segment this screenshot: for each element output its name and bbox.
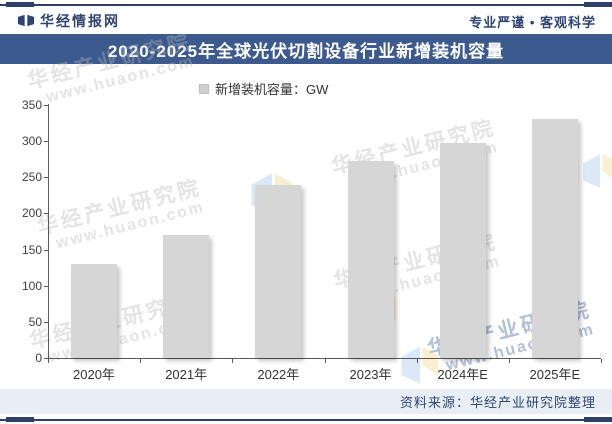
x-axis-category-label: 2024年E [437, 367, 488, 382]
bar-2022年 [255, 184, 302, 358]
y-axis-tick-mark [44, 105, 48, 106]
x-axis-category-label: 2021年 [165, 367, 208, 382]
chart-legend: 新增装机容量：GW [199, 79, 328, 98]
y-axis-tick-mark [44, 213, 48, 215]
y-axis-line [48, 104, 49, 359]
y-axis-tick-label: 50 [28, 314, 42, 329]
legend-label: 新增装机容量：GW [215, 82, 329, 97]
bar-2024年E [439, 142, 486, 358]
top-divider-cap-right [584, 2, 612, 7]
x-axis-tick-mark [232, 359, 234, 363]
site-header: 华经情报网 专业严谨 • 客观科学 [0, 8, 612, 34]
top-divider-cap-left [6, 2, 34, 7]
source-band: 资料来源：华经产业研究院整理 [0, 389, 612, 414]
y-axis-tick-mark [44, 285, 48, 287]
y-axis-tick-label: 300 [21, 134, 42, 149]
bar-2021年 [163, 235, 210, 358]
x-axis-tick-mark [601, 359, 602, 363]
y-axis-tick-mark [44, 321, 48, 323]
chart-title: 2020-2025年全球光伏切割设备行业新增装机容量 [107, 41, 505, 61]
x-axis-category-label: 2022年 [257, 367, 300, 382]
bar-2020年 [71, 264, 118, 358]
x-axis-tick-mark [508, 359, 510, 363]
site-name: 华经情报网 [40, 13, 120, 29]
y-axis-tick-label: 150 [21, 242, 42, 257]
x-axis-category-label: 2020年 [73, 367, 115, 382]
title-banner: 2020-2025年全球光伏切割设备行业新增装机容量 [0, 34, 612, 64]
y-axis-tick-label: 100 [21, 278, 42, 293]
legend-marker-swatch [199, 83, 209, 94]
header-tagline: 专业严谨 • 客观科学 [469, 15, 596, 30]
top-divider-line [0, 4, 612, 6]
x-axis-tick-mark [416, 359, 418, 363]
y-axis-tick-label: 350 [21, 98, 42, 112]
y-axis-tick-mark [44, 358, 48, 359]
x-axis-tick-mark [324, 359, 326, 363]
x-axis-category-label: 2023年 [349, 367, 392, 382]
y-axis-tick-mark [44, 177, 48, 179]
y-axis-tick-mark [44, 141, 48, 143]
x-axis-tick-mark [48, 359, 49, 363]
source-text: 资料来源：华经产业研究院整理 [399, 395, 596, 410]
x-axis-line [48, 358, 601, 359]
y-axis-tick-label: 250 [21, 170, 42, 185]
bottom-divider-cap-left [6, 417, 34, 422]
y-axis-tick-mark [44, 249, 48, 251]
x-axis-tick-mark [140, 359, 142, 363]
bar-2025年E [531, 119, 578, 358]
bottom-divider-cap-right [584, 417, 612, 422]
huajing-logo-icon [18, 14, 34, 27]
x-axis-category-label: 2025年E [529, 367, 581, 382]
bottom-divider-line [0, 419, 612, 421]
bar-2023年 [347, 160, 394, 358]
y-axis-tick-label: 0 [35, 351, 42, 365]
y-axis-tick-label: 200 [21, 206, 42, 221]
